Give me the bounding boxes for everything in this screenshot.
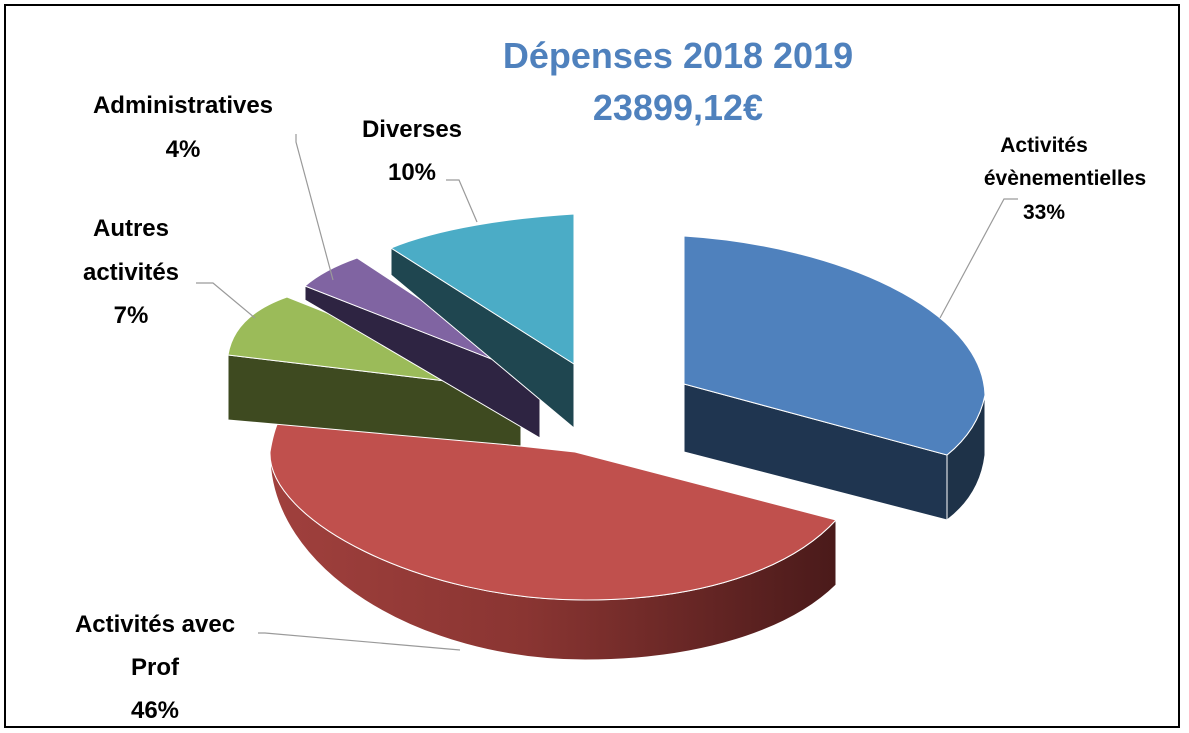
leader-line-activites-avec-prof <box>258 632 461 651</box>
chart-title-line1: Dépenses 2018 2019 <box>503 35 853 76</box>
pie-slice-activites-evenementielles <box>683 235 986 522</box>
pie-slice-diverses <box>389 213 575 430</box>
data-label-administratives: Administratives 4% <box>93 92 273 163</box>
leader-line-activites-evenementielles <box>939 198 1018 319</box>
slice-label-line: Administratives <box>93 92 273 119</box>
leader-line-autres-activites <box>196 282 256 319</box>
data-label-diverses: Diverses 10% <box>362 116 462 186</box>
data-label-activites-avec-prof: Activités avec Prof 46% <box>75 611 235 724</box>
slice-percent: 4% <box>166 136 201 163</box>
slice-percent: 33% <box>1023 201 1065 224</box>
pie-slice-activites-avec-prof <box>269 419 837 661</box>
slice-label-line: Activités avec <box>75 611 235 638</box>
slice-label-line: Activités <box>1000 134 1088 157</box>
slice-label-line: activités <box>83 259 179 286</box>
slice-label-line: Autres <box>93 215 169 242</box>
slice-label-line: Prof <box>131 654 180 681</box>
data-label-autres-activites: Autres activités 7% <box>83 215 179 329</box>
slice-label-line: évènementielles <box>984 167 1146 190</box>
leader-line-administratives <box>295 134 334 281</box>
slice-label-line: Diverses <box>362 116 462 143</box>
slice-percent: 46% <box>131 697 179 724</box>
chart-title-line2: 23899,12€ <box>593 87 763 128</box>
slice-percent: 7% <box>114 302 149 329</box>
data-label-activites-evenementielles: Activités évènementielles 33% <box>984 134 1146 224</box>
slice-percent: 10% <box>388 159 436 186</box>
leader-line-diverses <box>446 179 478 223</box>
